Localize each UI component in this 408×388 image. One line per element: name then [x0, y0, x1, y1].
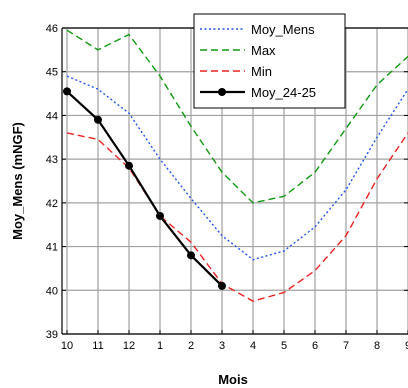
y-tick-label: 39 [46, 329, 58, 341]
data-point [94, 115, 102, 124]
x-tick-label: 1 [157, 340, 163, 352]
y-tick-label: 45 [46, 67, 58, 79]
x-tick-label: 7 [343, 340, 349, 352]
x-tick-label: 6 [312, 340, 318, 352]
legend-label: Min [251, 64, 272, 79]
x-tick-label: 3 [219, 340, 225, 352]
series-line-Moy_24-25 [66, 90, 223, 287]
legend: Moy_Mens Max Min Moy_24-25 [193, 13, 346, 109]
data-point [187, 251, 195, 260]
data-point [218, 281, 226, 290]
x-tick-label: 4 [250, 340, 256, 352]
data-point [63, 87, 71, 96]
y-tick-label: 43 [46, 154, 58, 166]
axes: 3940414243444546101112123456789 [46, 23, 408, 352]
series-line-Max [66, 29, 408, 204]
x-tick-label: 8 [374, 340, 380, 352]
x-tick-label: 11 [92, 340, 103, 352]
x-tick-label: 12 [123, 340, 135, 352]
series-line-Min [66, 132, 408, 302]
y-tick-label: 41 [46, 242, 58, 254]
series-group [63, 29, 408, 302]
data-point [156, 211, 164, 220]
legend-label: Moy_Mens [251, 22, 315, 37]
legend-marker [218, 88, 226, 96]
y-tick-label: 40 [46, 285, 58, 297]
data-point [125, 161, 133, 170]
x-axis-title: Mois [218, 372, 248, 387]
y-tick-label: 42 [46, 198, 58, 210]
x-tick-label: 10 [61, 340, 73, 352]
x-tick-label: 5 [281, 340, 287, 352]
y-tick-label: 46 [46, 23, 58, 35]
y-tick-label: 44 [46, 110, 58, 122]
x-tick-label: 2 [188, 340, 194, 352]
y-axis-title: Moy_Mens (mNGF) [10, 122, 25, 240]
x-tick-label: 9 [405, 340, 408, 352]
legend-label: Max [251, 43, 276, 58]
legend-label: Moy_24-25 [251, 85, 316, 100]
